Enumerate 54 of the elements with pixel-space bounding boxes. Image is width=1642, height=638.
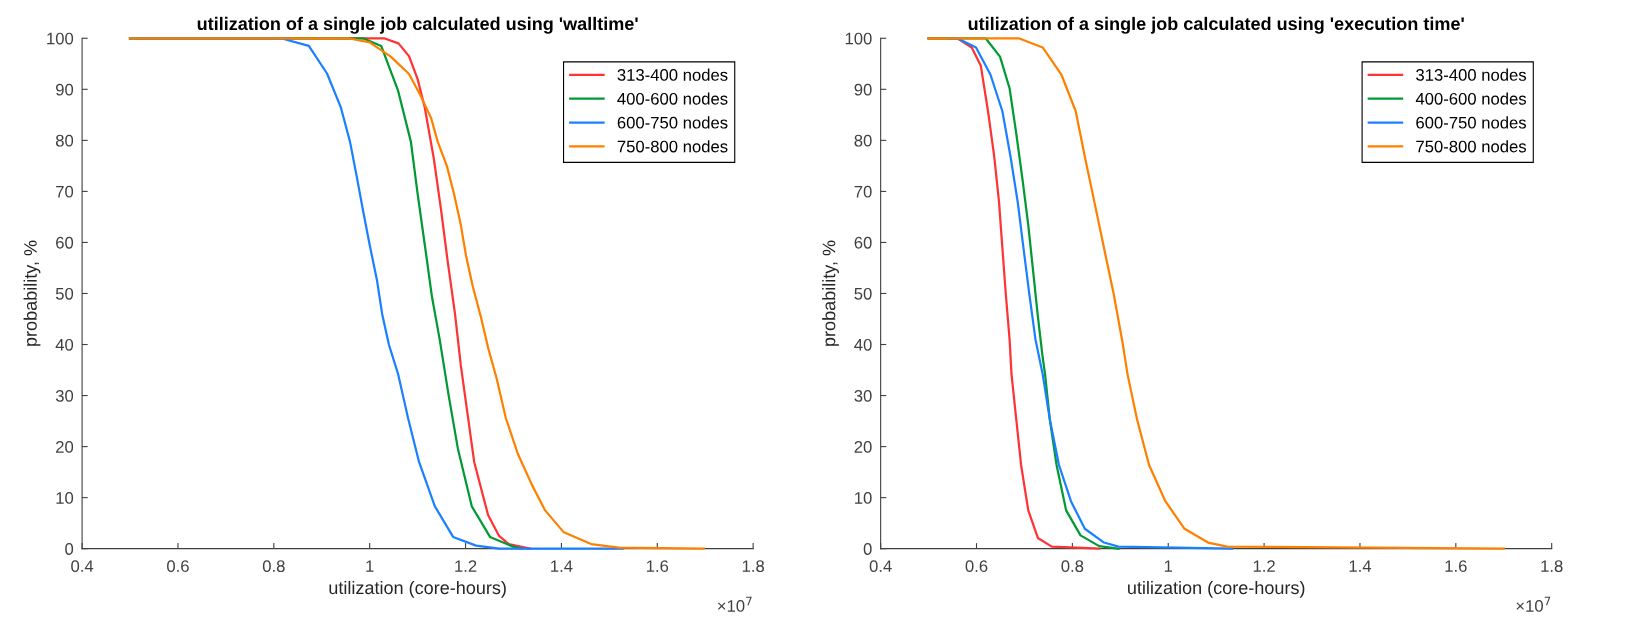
x-tick-label: 1.8	[742, 560, 765, 573]
y-tick-label: 30	[55, 389, 74, 402]
x-tick-label: 0.8	[262, 560, 285, 573]
x-tick-label: 1	[1164, 560, 1173, 572]
x-axis-title: utilization (core-hours)	[329, 580, 506, 598]
y-tick-label: 30	[854, 389, 872, 402]
y-tick-label: 0	[863, 543, 872, 555]
x-tick-label: 0.4	[869, 560, 892, 573]
y-tick-label: 10	[56, 492, 74, 504]
text: ×10$^{7}$	[717, 596, 752, 612]
x-tick-label: 1.6	[1445, 560, 1467, 573]
chart-title: utilization of a single job calculated using 'walltime'	[197, 16, 638, 34]
y-axis-title: probability, %	[822, 240, 839, 346]
y-tick-label: 80	[55, 134, 74, 147]
x-tick-label: 1	[366, 560, 374, 572]
x-tick-label: 1.2	[1253, 560, 1275, 572]
chart-title: utilization of a single job calculated using 'execution time'	[968, 16, 1464, 34]
legend-label: 600-750 nodes	[617, 116, 728, 129]
y-tick-label: 20	[56, 441, 74, 453]
y-tick-label: 100	[845, 32, 872, 45]
y-tick-label: 60	[56, 236, 74, 249]
y-tick-label: 60	[854, 236, 872, 249]
y-tick-label: 50	[55, 287, 74, 300]
y-axis-title: probability, %	[23, 240, 41, 346]
x-tick-label: 1.2	[455, 560, 477, 572]
y-tick-label: 50	[854, 287, 872, 300]
legend-label: 750-800 nodes	[617, 140, 728, 153]
y-tick-label: 40	[854, 338, 872, 351]
legend-label: 750-800 nodes	[1416, 140, 1527, 153]
x-tick-label: 0.8	[1061, 560, 1084, 573]
y-tick-label: 40	[55, 338, 74, 351]
x-tick-label: 1.4	[551, 560, 573, 572]
x-tick-label: 0.4	[71, 560, 94, 573]
y-tick-label: 90	[854, 83, 872, 96]
y-tick-label: 0	[65, 543, 74, 555]
text: ×10$^{7}$	[1516, 596, 1551, 612]
y-tick-label: 70	[56, 185, 74, 198]
x-tick-label: 0.6	[965, 560, 988, 573]
x-tick-label: 1.6	[646, 560, 669, 573]
x-tick-label: 1.8	[1541, 560, 1563, 573]
y-tick-label: 80	[854, 134, 872, 147]
legend-label: 313-400 nodes	[617, 68, 728, 81]
x-tick-label: 0.6	[167, 560, 189, 573]
x-axis-title: utilization (core-hours)	[1128, 580, 1305, 598]
y-tick-label: 20	[854, 441, 872, 453]
y-tick-label: 90	[56, 83, 74, 96]
legend-label: 313-400 nodes	[1416, 68, 1527, 81]
y-tick-label: 100	[47, 32, 74, 45]
y-tick-label: 10	[855, 492, 872, 504]
legend-label: 400-600 nodes	[617, 92, 728, 105]
legend-label: 600-750 nodes	[1416, 116, 1527, 129]
legend-label: 400-600 nodes	[1415, 92, 1527, 105]
y-tick-label: 70	[854, 185, 872, 198]
x-tick-label: 1.4	[1349, 560, 1372, 572]
